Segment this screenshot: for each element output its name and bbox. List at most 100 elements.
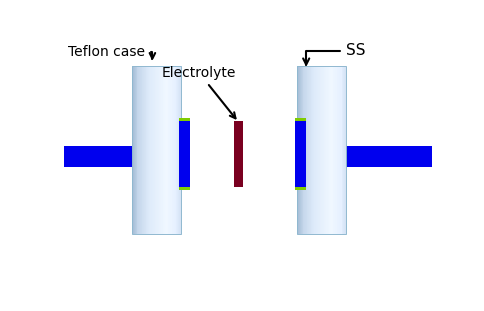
Bar bbox=[156, 66, 157, 234]
Bar bbox=[346, 146, 432, 167]
Bar bbox=[176, 66, 177, 234]
Bar bbox=[332, 66, 333, 234]
Bar bbox=[322, 66, 323, 234]
Bar bbox=[344, 66, 345, 234]
Bar bbox=[305, 66, 306, 234]
Bar bbox=[313, 66, 314, 234]
Bar bbox=[314, 66, 315, 234]
Bar bbox=[174, 66, 175, 234]
Bar bbox=[341, 66, 342, 234]
Bar bbox=[145, 66, 146, 234]
Bar bbox=[151, 66, 152, 234]
Bar bbox=[160, 66, 161, 234]
Bar bbox=[299, 66, 300, 234]
Bar bbox=[179, 187, 190, 190]
Bar bbox=[162, 66, 163, 234]
Text: SS: SS bbox=[303, 43, 365, 65]
Bar bbox=[308, 66, 309, 234]
Bar bbox=[325, 66, 326, 234]
Bar bbox=[163, 66, 164, 234]
Bar bbox=[143, 66, 144, 234]
Bar bbox=[339, 66, 340, 234]
Bar bbox=[148, 66, 149, 234]
Bar bbox=[173, 66, 174, 234]
Bar bbox=[132, 66, 181, 234]
Bar bbox=[310, 66, 311, 234]
Bar bbox=[335, 66, 336, 234]
Bar bbox=[337, 66, 338, 234]
Bar bbox=[307, 66, 308, 234]
Bar bbox=[330, 66, 331, 234]
Bar bbox=[159, 66, 160, 234]
Bar bbox=[180, 66, 181, 234]
Bar bbox=[158, 66, 159, 234]
Bar bbox=[295, 121, 306, 187]
Bar bbox=[164, 66, 165, 234]
Bar bbox=[155, 66, 156, 234]
Bar bbox=[321, 66, 322, 234]
Bar bbox=[297, 66, 298, 234]
Bar bbox=[147, 66, 148, 234]
Bar bbox=[312, 66, 313, 234]
Bar bbox=[159, 66, 160, 234]
Text: Teflon case: Teflon case bbox=[68, 44, 155, 58]
Bar bbox=[136, 66, 137, 234]
Bar bbox=[166, 66, 167, 234]
Bar bbox=[177, 66, 178, 234]
Bar bbox=[304, 66, 305, 234]
Bar bbox=[164, 66, 165, 234]
Bar bbox=[64, 146, 132, 167]
Bar bbox=[140, 66, 141, 234]
Bar bbox=[179, 118, 190, 121]
Bar bbox=[324, 66, 325, 234]
Bar bbox=[132, 66, 133, 234]
Bar bbox=[138, 66, 139, 234]
Bar bbox=[342, 66, 343, 234]
Bar bbox=[153, 66, 154, 234]
Bar bbox=[315, 66, 316, 234]
Bar bbox=[318, 66, 319, 234]
Bar bbox=[295, 118, 306, 121]
Bar bbox=[331, 66, 332, 234]
Text: Electrolyte: Electrolyte bbox=[162, 66, 237, 118]
Bar bbox=[298, 66, 299, 234]
Bar bbox=[144, 66, 145, 234]
Bar bbox=[306, 66, 307, 234]
Bar bbox=[323, 66, 324, 234]
Bar bbox=[317, 66, 318, 234]
Bar bbox=[329, 66, 330, 234]
Bar bbox=[343, 66, 344, 234]
Bar bbox=[157, 66, 158, 234]
Bar bbox=[146, 66, 147, 234]
Bar bbox=[309, 66, 310, 234]
Bar bbox=[139, 66, 140, 234]
Bar bbox=[141, 66, 142, 234]
Bar bbox=[166, 66, 167, 234]
Bar bbox=[326, 66, 327, 234]
Bar bbox=[336, 66, 337, 234]
Bar bbox=[328, 66, 329, 234]
Bar bbox=[345, 66, 346, 234]
Bar bbox=[311, 66, 312, 234]
Bar bbox=[133, 66, 134, 234]
Bar bbox=[146, 66, 147, 234]
Bar bbox=[333, 66, 334, 234]
Bar bbox=[170, 66, 171, 234]
Bar bbox=[168, 66, 169, 234]
Bar bbox=[319, 66, 320, 234]
Bar bbox=[302, 66, 303, 234]
Bar bbox=[320, 66, 321, 234]
Bar bbox=[300, 66, 301, 234]
Bar bbox=[169, 66, 170, 234]
Bar bbox=[340, 66, 341, 234]
Bar bbox=[295, 187, 306, 190]
Bar bbox=[297, 66, 346, 234]
Bar bbox=[141, 66, 142, 234]
Bar bbox=[301, 66, 302, 234]
Bar bbox=[324, 66, 325, 234]
Bar bbox=[303, 66, 304, 234]
Bar bbox=[154, 66, 155, 234]
Bar bbox=[316, 66, 317, 234]
Bar bbox=[149, 66, 150, 234]
Bar bbox=[142, 66, 143, 234]
